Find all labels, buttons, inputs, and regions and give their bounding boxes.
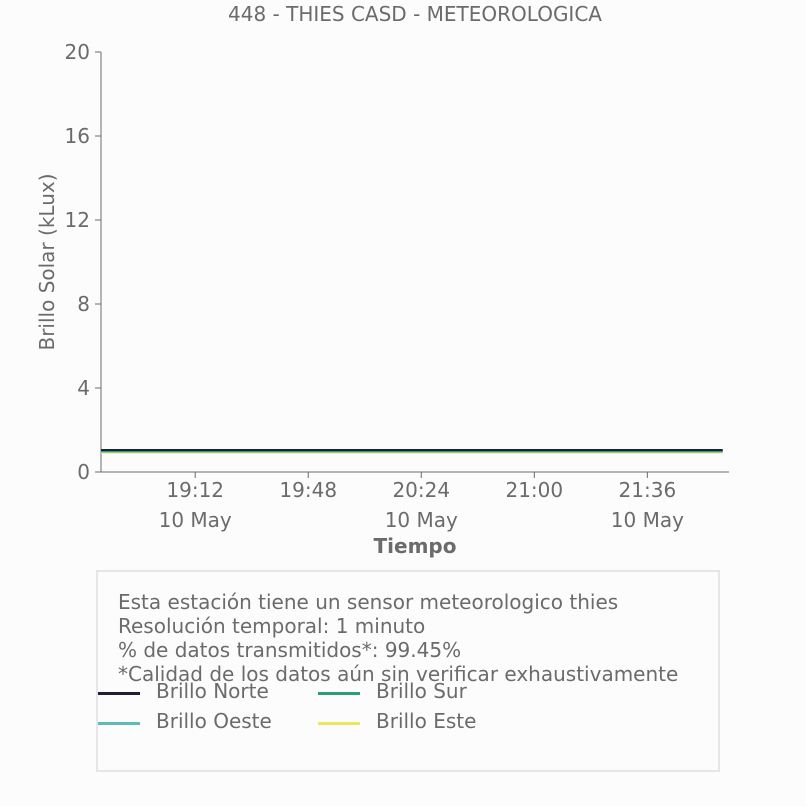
info-transmitted: % de datos transmitidos*: 99.45% [118,638,462,662]
legend-swatch [318,722,360,725]
y-tick-label: 4 [77,376,90,400]
axes [100,52,729,473]
chart-title: 448 - THIES CASD - METEOROLOGICA [228,2,602,26]
x-tick-label: 21:36 [619,478,677,502]
x-tick-label: 21:00 [505,478,563,502]
chart: 448 - THIES CASD - METEOROLOGICA 0 4 8 12 16… [35,2,729,558]
x-tick-date-label: 10 May [159,508,232,532]
legend-label: Brillo Este [376,709,477,733]
x-tick-date-label: 10 May [385,508,458,532]
series-lines [101,448,723,454]
x-tick-date-label: 10 May [611,508,684,532]
y-tick-label: 12 [65,208,90,232]
x-tick-label: 19:12 [166,478,224,502]
legend-label: Brillo Sur [376,679,467,703]
y-tick-label: 20 [65,40,90,64]
legend-swatch [318,692,360,695]
legend-label: Brillo Norte [156,679,269,703]
info-station-note: Esta estación tiene un sensor meteorolog… [118,590,619,614]
legend-swatch [98,722,140,725]
y-tick-label: 0 [77,460,90,484]
y-tick-label: 8 [77,292,90,316]
info-legend-box: Esta estación tiene un sensor meteorolog… [96,570,720,772]
x-tick-label: 20:24 [392,478,450,502]
x-tick-label: 19:48 [279,478,337,502]
tick-labels: 0 4 8 12 16 20 19:12 10 May 19:48 20:24 10 May 21:0… [65,40,685,532]
y-tick-label: 16 [65,124,90,148]
legend-label: Brillo Oeste [156,709,272,733]
info-quality-note: *Calidad de los datos aún sin verificar … [118,662,679,686]
legend-swatch [98,692,140,695]
x-axis-label: Tiempo [374,534,457,558]
info-resolution: Resolución temporal: 1 minuto [118,614,426,638]
y-axis-label: Brillo Solar (kLux) [35,173,59,350]
